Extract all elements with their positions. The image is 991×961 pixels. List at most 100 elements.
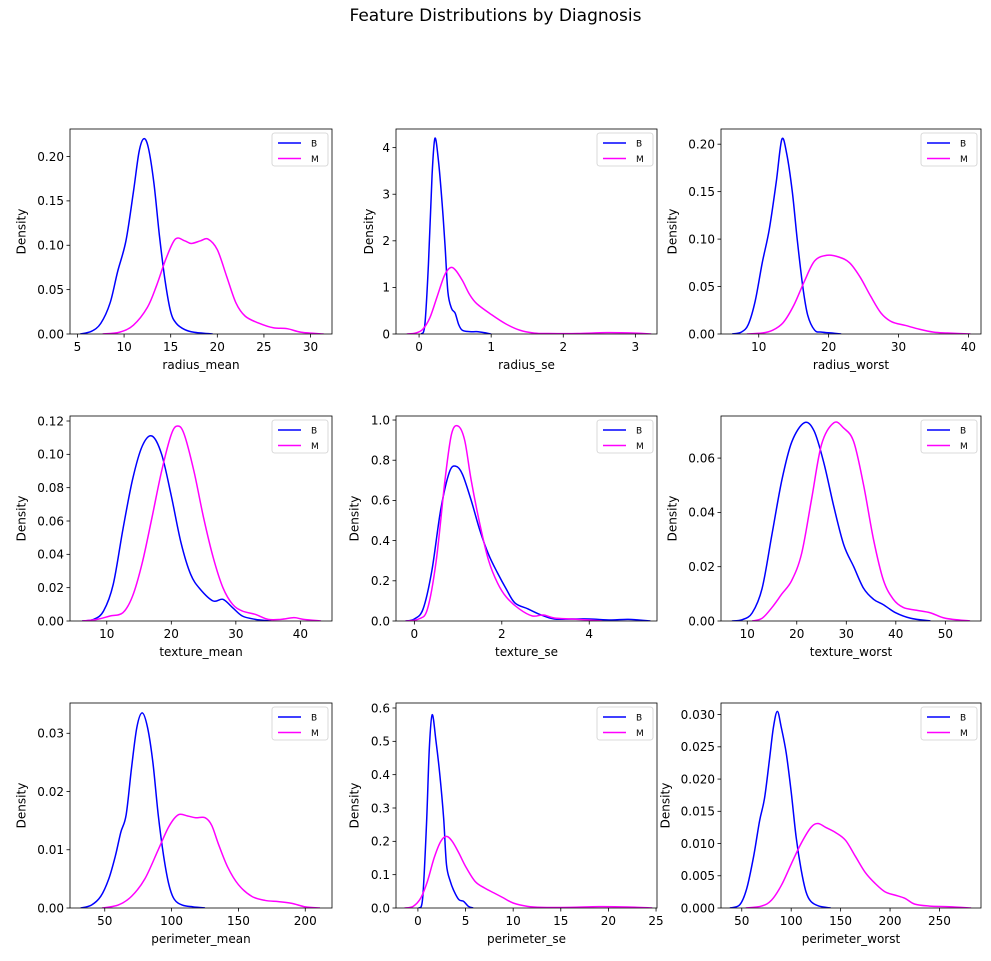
axes-frame — [69, 128, 333, 335]
legend: BM — [920, 706, 978, 741]
axes-frame — [69, 415, 333, 622]
kde-line-b — [729, 710, 831, 908]
legend-label-m: M — [960, 729, 968, 739]
x-tick-label: 2 — [498, 627, 506, 641]
x-tick-label: 20 — [164, 627, 179, 641]
legend-label-b: B — [636, 714, 642, 724]
x-tick-label: 50 — [938, 627, 953, 641]
axes-frame — [395, 128, 658, 335]
x-tick-label: 30 — [891, 340, 906, 354]
kde-line-m — [745, 822, 972, 908]
y-tick-label: 0.15 — [688, 185, 715, 199]
x-tick-label: 200 — [294, 914, 317, 928]
y-tick-label: 0.02 — [37, 785, 64, 799]
x-tick-label: 5 — [462, 914, 470, 928]
x-tick-label: 10 — [751, 340, 766, 354]
x-tick-label: 2 — [559, 340, 567, 354]
y-tick-label: 0.5 — [371, 735, 390, 749]
y-tick-label: 0.2 — [371, 835, 390, 849]
y-tick-label: 0.15 — [37, 194, 64, 208]
y-tick-label: 0.8 — [371, 454, 390, 468]
y-tick-label: 0.4 — [371, 534, 390, 548]
x-tick-label: 30 — [839, 627, 854, 641]
x-tick-label: 10 — [740, 627, 755, 641]
legend-label-m: M — [636, 442, 644, 452]
y-tick-label: 0.1 — [371, 868, 390, 882]
chart-radius-worst: 10 20 30 40 0.00 0.05 0.10 0.15 0.20 radius_worst… — [666, 128, 982, 372]
kde-line-m — [82, 425, 322, 621]
y-tick-label: 0.030 — [681, 708, 715, 722]
x-tick-label: 20 — [821, 340, 836, 354]
x-tick-label: 100 — [780, 914, 803, 928]
y-axis-label: Density — [348, 783, 362, 829]
kde-line-b — [405, 465, 651, 621]
legend: BM — [920, 132, 978, 167]
kde-line-b — [82, 434, 272, 621]
legend-box — [271, 419, 329, 454]
chart-texture-se: 0 2 4 0.0 0.2 0.4 0.6 0.8 1.0 texture_se Density BM — [348, 413, 658, 659]
x-tick-label: 40 — [888, 627, 903, 641]
legend-box — [920, 419, 978, 454]
legend: BM — [271, 706, 329, 741]
y-tick-label: 0.010 — [681, 837, 715, 851]
y-tick-label: 0 — [382, 327, 390, 341]
y-tick-label: 2 — [382, 234, 390, 248]
y-tick-label: 0.6 — [371, 701, 390, 715]
legend-label-b: B — [636, 427, 642, 437]
kde-line-b — [418, 713, 474, 908]
y-tick-label: 0.020 — [681, 772, 715, 786]
axes-frame — [69, 702, 333, 909]
x-tick-label: 20 — [210, 340, 225, 354]
x-tick-label: 20 — [789, 627, 804, 641]
kde-line-m — [404, 835, 653, 908]
y-tick-label: 0.3 — [371, 801, 390, 815]
legend-box — [920, 706, 978, 741]
y-tick-label: 0.015 — [681, 805, 715, 819]
x-tick-label: 1 — [487, 340, 495, 354]
y-tick-label: 0.04 — [688, 506, 715, 520]
x-axis-label: perimeter_worst — [802, 932, 901, 946]
axes-frame — [395, 415, 658, 622]
x-axis-label: radius_se — [498, 358, 555, 372]
y-tick-label: 0.06 — [37, 514, 64, 528]
x-tick-label: 5 — [74, 340, 82, 354]
axes-frame — [395, 702, 658, 909]
y-tick-label: 0.04 — [37, 548, 64, 562]
legend-box — [920, 132, 978, 167]
kde-line-m — [746, 254, 971, 334]
x-tick-label: 50 — [97, 914, 112, 928]
y-tick-label: 0.03 — [37, 727, 64, 741]
chart-texture-worst: 10 20 30 40 50 0.00 0.02 0.04 0.06 texture_worst D… — [666, 415, 982, 659]
legend-label-m: M — [311, 729, 319, 739]
y-axis-label: Density — [659, 783, 673, 829]
chart-perimeter-worst: 50 100 150 200 250 0.000 0.005 0.010 0.015 0.020 0… — [659, 702, 982, 946]
y-tick-label: 0.20 — [688, 137, 715, 151]
legend: BM — [596, 419, 654, 454]
y-tick-label: 0.000 — [681, 901, 715, 915]
legend: BM — [920, 419, 978, 454]
x-tick-label: 250 — [928, 914, 951, 928]
y-tick-label: 4 — [382, 141, 390, 155]
legend-label-m: M — [960, 442, 968, 452]
x-tick-label: 25 — [648, 914, 663, 928]
y-tick-label: 1 — [382, 281, 390, 295]
legend-label-b: B — [960, 427, 966, 437]
y-tick-label: 0.10 — [688, 232, 715, 246]
legend-box — [271, 132, 329, 167]
legend-label-b: B — [960, 714, 966, 724]
y-tick-label: 0.00 — [688, 614, 715, 628]
legend: BM — [596, 132, 654, 167]
x-axis-label: perimeter_mean — [151, 932, 250, 946]
y-tick-label: 0.01 — [37, 843, 64, 857]
legend-label-b: B — [960, 140, 966, 150]
y-axis-label: Density — [348, 496, 362, 542]
y-tick-label: 0.6 — [371, 494, 390, 508]
legend-box — [596, 706, 654, 741]
x-axis-label: texture_se — [495, 645, 558, 659]
x-tick-label: 30 — [303, 340, 318, 354]
legend-label-b: B — [636, 140, 642, 150]
axes-frame — [720, 702, 982, 909]
y-tick-label: 0.10 — [37, 448, 64, 462]
x-tick-label: 150 — [829, 914, 852, 928]
kde-line-m — [752, 421, 971, 621]
